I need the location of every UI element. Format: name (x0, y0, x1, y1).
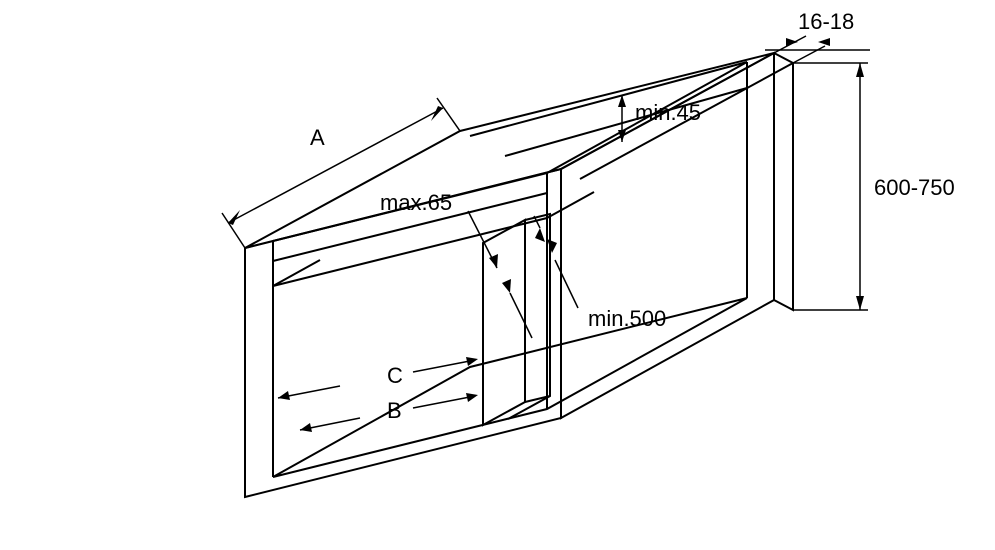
label-thickness: 16-18 (798, 9, 854, 34)
dimension-max65: max.65 (380, 190, 532, 338)
cabinet-outline (245, 53, 793, 497)
label-height: 600-750 (874, 175, 955, 200)
label-b: B (387, 398, 402, 423)
label-min500: min.500 (588, 306, 666, 331)
label-max65: max.65 (380, 190, 452, 215)
label-c: C (387, 363, 403, 388)
center-divider (483, 214, 550, 425)
dimension-height: 600-750 (793, 63, 955, 310)
dimension-thickness: 16-18 (765, 9, 870, 63)
technical-drawing: A 16-18 600-750 min.45 max.65 (0, 0, 995, 550)
label-a: A (310, 125, 325, 150)
dimension-min500: min.500 (534, 216, 666, 331)
label-min45: min.45 (635, 100, 701, 125)
top-back-rail (470, 62, 747, 156)
dimension-b: B (300, 393, 478, 432)
dimension-a: A (222, 98, 460, 248)
